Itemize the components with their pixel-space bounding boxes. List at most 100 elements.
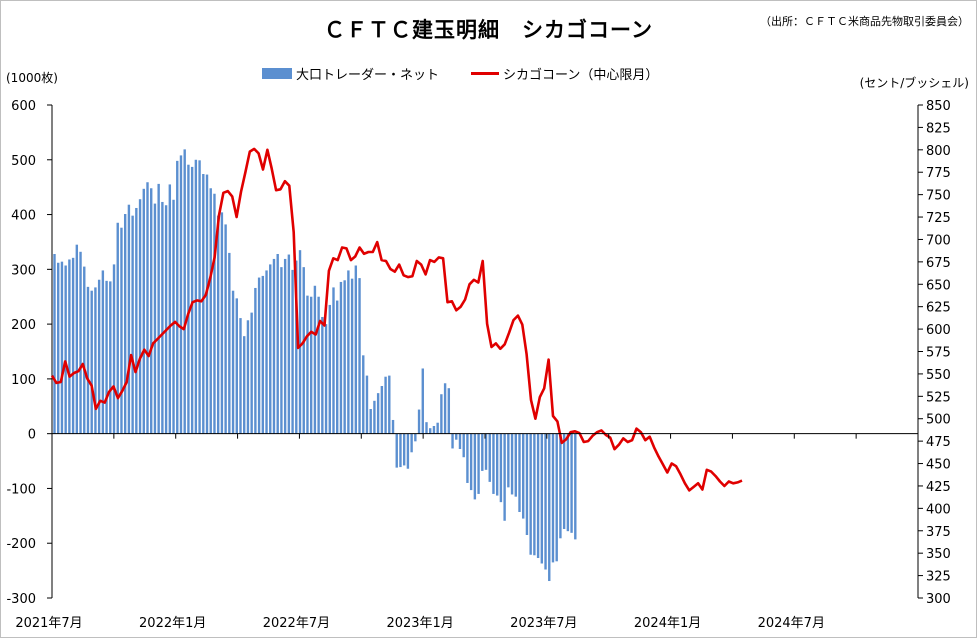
- net-position-bar: [555, 433, 558, 562]
- net-position-bar: [399, 433, 402, 468]
- net-position-bar: [417, 409, 421, 434]
- net-position-bar: [183, 149, 186, 434]
- net-position-bar: [414, 433, 417, 442]
- net-position-bar: [71, 257, 75, 434]
- net-position-bar: [406, 433, 410, 469]
- net-position-bar: [484, 433, 488, 470]
- net-position-bar: [507, 433, 510, 488]
- corn-price-line: [50, 147, 743, 492]
- left-tick-label: -100: [6, 482, 36, 497]
- left-tick-label: 600: [11, 99, 36, 114]
- net-position-bar: [239, 318, 242, 434]
- net-position-bar: [257, 277, 261, 434]
- net-position-bar: [57, 262, 60, 434]
- right-tick-label: 825: [926, 121, 951, 136]
- net-position-bar: [302, 267, 305, 434]
- right-tick-label: 700: [926, 233, 951, 248]
- net-position-bar: [458, 433, 462, 450]
- right-tick-label: 850: [926, 99, 951, 114]
- net-position-bar: [570, 433, 573, 533]
- net-position-bar: [566, 433, 570, 532]
- net-position-bar: [161, 201, 164, 434]
- net-position-bar: [488, 433, 491, 482]
- net-position-bar: [228, 252, 231, 434]
- net-position-bar: [369, 409, 372, 434]
- net-position-bar: [510, 433, 514, 495]
- net-position-bar: [562, 433, 566, 529]
- right-tick-label: 725: [926, 211, 951, 226]
- net-position-bar: [168, 184, 172, 434]
- net-position-bar: [536, 433, 540, 559]
- source-note: （出所：ＣＦＴＣ米商品先物取引委員会）: [760, 15, 969, 28]
- net-position-bar: [306, 295, 309, 434]
- net-position-bar: [384, 376, 387, 434]
- left-tick-label: 200: [11, 318, 36, 333]
- left-tick-label: 300: [11, 263, 36, 278]
- net-position-bar: [395, 433, 398, 468]
- right-tick-label: 625: [926, 301, 951, 316]
- right-tick-label: 500: [926, 413, 951, 428]
- net-position-bar: [269, 264, 272, 434]
- net-position-bar: [153, 203, 157, 434]
- legend-line-label: シカゴコーン（中心限月）: [503, 68, 659, 83]
- right-tick-label: 325: [926, 570, 951, 585]
- net-position-bar: [495, 433, 499, 496]
- net-position-bar: [116, 222, 119, 434]
- net-position-bar: [68, 259, 71, 434]
- right-tick-label: 525: [926, 390, 951, 405]
- net-position-bar: [109, 281, 112, 434]
- legend-item-line: シカゴコーン（中心限月）: [471, 64, 658, 83]
- net-position-bar: [350, 278, 354, 434]
- net-position-bar: [261, 275, 265, 434]
- net-position-bar: [365, 375, 369, 434]
- net-position-bar: [574, 433, 577, 540]
- net-position-bar: [83, 266, 86, 434]
- net-position-bar: [328, 304, 331, 434]
- net-position-bar: [466, 433, 469, 483]
- net-position-bar: [86, 286, 90, 434]
- net-position-bar: [347, 270, 350, 434]
- right-tick-label: 375: [926, 525, 951, 540]
- net-position-bar: [105, 280, 108, 434]
- net-position-bar: [131, 215, 134, 434]
- net-position-bar: [64, 265, 67, 434]
- net-position-bar: [123, 214, 127, 434]
- net-position-bar: [150, 188, 153, 434]
- net-position-bar: [213, 193, 216, 434]
- net-position-bar: [112, 264, 116, 434]
- right-tick-label: 575: [926, 346, 951, 361]
- right-axis-unit: (セント/ブッシェル): [859, 76, 969, 90]
- net-position-bar: [402, 433, 406, 466]
- net-position-bar: [172, 199, 175, 434]
- net-position-bar: [164, 205, 168, 434]
- x-tick-label: 2021年7月: [15, 616, 82, 631]
- legend-bar-label: 大口トレーダー・ネット: [296, 68, 440, 83]
- net-position-bar: [209, 188, 212, 434]
- net-position-bar: [187, 164, 190, 434]
- net-position-bar: [522, 433, 525, 519]
- net-position-bar: [455, 433, 458, 440]
- net-position-bar: [388, 375, 391, 434]
- net-position-bar: [60, 261, 64, 434]
- net-position-bar: [276, 254, 279, 434]
- net-position-bar: [336, 300, 339, 434]
- net-position-bar: [280, 267, 283, 434]
- net-position-bar: [97, 279, 101, 434]
- net-position-bar: [179, 155, 183, 434]
- net-position-bar: [492, 433, 495, 494]
- legend-item-bar: 大口トレーダー・ネット: [262, 64, 439, 83]
- net-position-bar: [559, 433, 562, 539]
- x-tick-label: 2023年7月: [510, 616, 577, 631]
- net-position-bar: [477, 433, 480, 494]
- net-position-bar: [518, 433, 521, 512]
- legend-swatch-bar: [262, 68, 292, 79]
- net-position-bar: [533, 433, 536, 556]
- right-tick-label: 400: [926, 502, 951, 517]
- x-tick-label: 2024年7月: [758, 616, 825, 631]
- right-tick-label: 350: [926, 547, 951, 562]
- net-position-bar: [120, 227, 123, 434]
- net-position-bar: [358, 278, 361, 434]
- net-position-bar: [544, 433, 547, 570]
- chart-title: ＣＦＴＣ建玉明細 シカゴコーン: [324, 18, 653, 42]
